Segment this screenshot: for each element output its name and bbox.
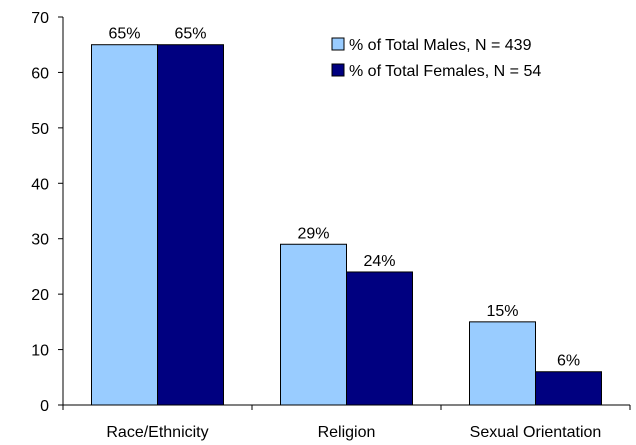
legend-label-females: % of Total Females, N = 54 [349, 63, 541, 80]
data-label-males-3: 15% [486, 303, 518, 320]
bar-females-3 [535, 371, 602, 406]
legend-swatch-females [331, 63, 345, 77]
bar-males-3 [469, 321, 536, 406]
bar-males-1 [91, 44, 158, 406]
data-label-females-3: 6% [557, 353, 580, 370]
y-tick-label-70: 70 [31, 10, 49, 27]
data-label-females-2: 24% [363, 253, 395, 270]
legend-label-males: % of Total Males, N = 439 [349, 37, 532, 54]
bar-females-1 [157, 44, 224, 406]
y-tick-label-30: 30 [31, 232, 49, 249]
data-label-males-2: 29% [297, 225, 329, 242]
bars-layer [91, 44, 602, 406]
data-label-males-1: 65% [108, 26, 140, 43]
bar-females-2 [346, 271, 413, 406]
y-tick-label-50: 50 [31, 121, 49, 138]
y-tick-label-20: 20 [31, 287, 49, 304]
x-tick-label-1: Race/Ethnicity [106, 424, 208, 441]
legend: % of Total Males, N = 439 % of Total Fem… [331, 37, 541, 80]
legend-swatch-males [331, 37, 345, 51]
y-tick-label-60: 60 [31, 65, 49, 82]
labels-layer: 65% 65% Race/Ethnicity 29% 24% Religion 15% 6% S… [106, 26, 601, 441]
data-label-females-1: 65% [174, 26, 206, 43]
y-tick-label-10: 10 [31, 343, 49, 360]
x-tick-label-3: Sexual Orientation [470, 424, 602, 441]
y-tick-label-40: 40 [31, 176, 49, 193]
x-tick-label-2: Religion [318, 424, 376, 441]
bar-males-2 [280, 243, 347, 406]
y-tick-label-0: 0 [40, 398, 49, 415]
axis-layer: 0 10 20 30 40 50 60 70 [31, 10, 631, 415]
